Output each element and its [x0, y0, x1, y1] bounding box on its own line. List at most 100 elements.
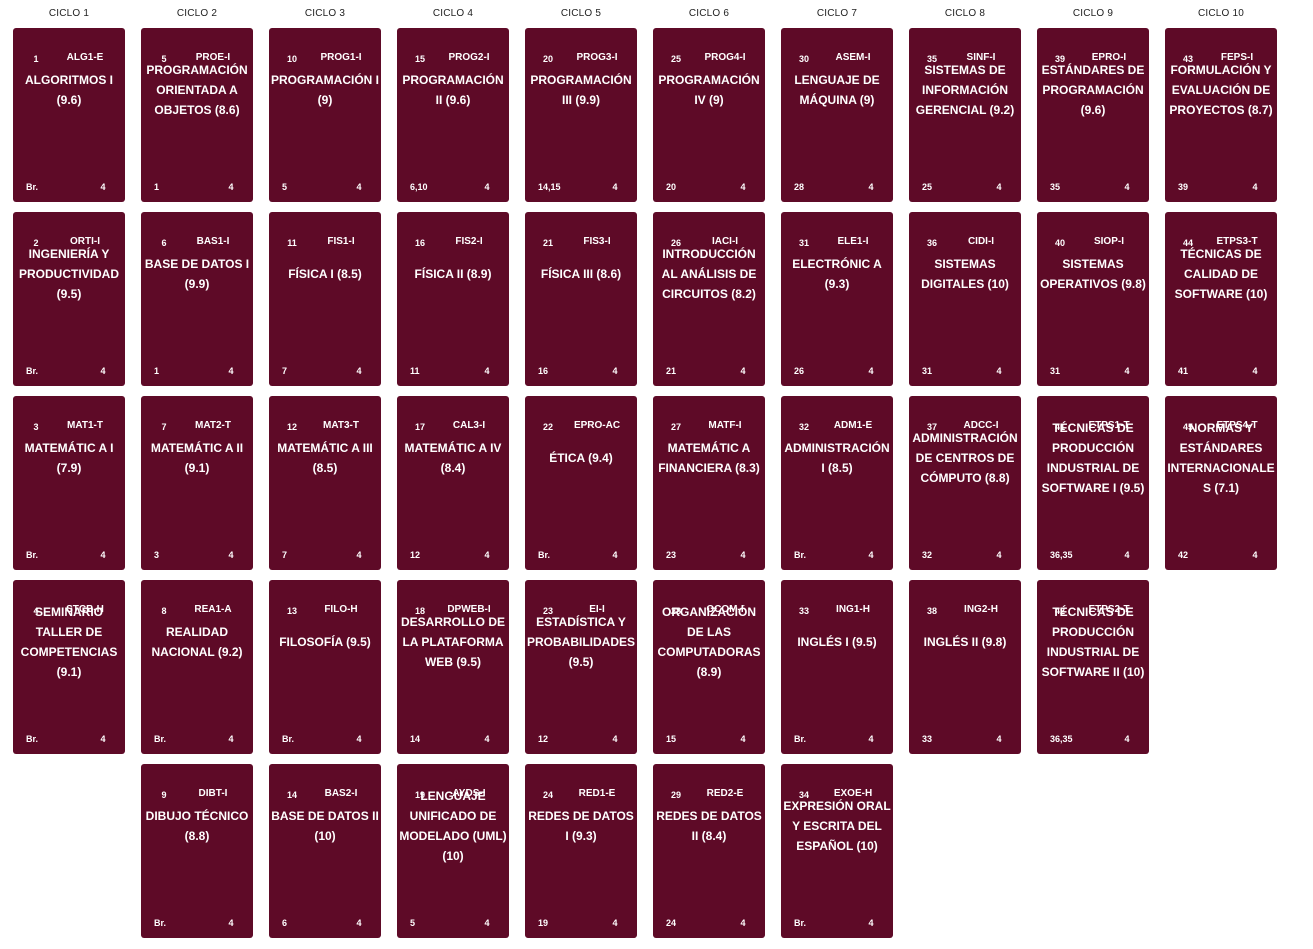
course-card[interactable]: 8 REA1-A REALIDAD NACIONAL (9.2) Br. 4 — [141, 580, 253, 754]
course-number: 28 — [670, 606, 681, 616]
course-card[interactable]: 31 ELE1-I ELECTRÓNIC A (9.3) 26 4 — [781, 212, 893, 386]
course-number: 16 — [414, 238, 425, 248]
course-card[interactable]: 16 FIS2-I FÍSICA II (8.9) 11 4 — [397, 212, 509, 386]
course-code: FEPS-I — [1220, 52, 1254, 63]
course-prerequisites: 35 — [1050, 182, 1061, 192]
course-card[interactable]: 1 ALG1-E ALGORITMOS I (9.6) Br. 4 — [13, 28, 125, 202]
course-number: 9 — [161, 790, 167, 800]
course-code: IACI-I — [711, 236, 739, 247]
course-code: RED1-E — [578, 788, 616, 799]
course-name: PROGRAMACIÓN IV (9) — [658, 73, 760, 107]
course-card[interactable]: 15 PROG2-I PROGRAMACIÓN II (9.6) 6,10 4 — [397, 28, 509, 202]
course-prerequisites: 14,15 — [538, 182, 561, 192]
course-prerequisites: 25 — [922, 182, 933, 192]
course-card[interactable]: 41 ETPS1-T TÉCNICAS DE PRODUCCIÓN INDUSTRI… — [1037, 396, 1149, 570]
course-card[interactable]: 4 STCB-H SEMINARIO TALLER DE COMPETENCIAS … — [13, 580, 125, 754]
course-credits: 4 — [1124, 734, 1130, 744]
course-card[interactable]: 3 MAT1-T MATEMÁTIC A I (7.9) Br. 4 — [13, 396, 125, 570]
course-number: 17 — [414, 422, 425, 432]
course-card[interactable]: 26 IACI-I INTRODUCCIÓN AL ANÁLISIS DE CIRC… — [653, 212, 765, 386]
course-card[interactable]: 35 SINF-I SISTEMAS DE INFORMACIÓN GERENCIA… — [909, 28, 1021, 202]
course-prerequisites: 39 — [1178, 182, 1189, 192]
course-card[interactable]: 19 AYDS-I LENGUAJE UNIFICADO DE MODELADO (… — [397, 764, 509, 938]
course-number: 2 — [33, 238, 39, 248]
course-card[interactable]: 24 RED1-E REDES DE DATOS I (9.3) 19 4 — [525, 764, 637, 938]
course-card[interactable]: 10 PROG1-I PROGRAMACIÓN I (9) 5 4 — [269, 28, 381, 202]
course-card[interactable]: 17 CAL3-I MATEMÁTIC A IV (8.4) 12 4 — [397, 396, 509, 570]
course-name: FÍSICA I (8.5) — [288, 267, 362, 281]
course-number: 21 — [542, 238, 553, 248]
course-name: MATEMÁTIC A FINANCIERA (8.3) — [658, 441, 760, 475]
course-prerequisites: Br. — [26, 182, 39, 192]
course-card[interactable]: 12 MAT3-T MATEMÁTIC A III (8.5) 7 4 — [269, 396, 381, 570]
course-code: SINF-I — [966, 52, 996, 63]
course-credits: 4 — [612, 734, 618, 744]
course-code: PROG4-I — [704, 52, 746, 63]
course-card[interactable]: 43 FEPS-I FORMULACIÓN Y EVALUACIÓN DE PROY… — [1165, 28, 1277, 202]
course-name: REDES DE DATOS II (8.4) — [656, 809, 762, 843]
course-card[interactable]: 18 DPWEB-I DESARROLLO DE LA PLATAFORMA WEB… — [397, 580, 509, 754]
course-card[interactable]: 11 FIS1-I FÍSICA I (8.5) 7 4 — [269, 212, 381, 386]
course-name: LENGUAJE UNIFICADO DE MODELADO (UML) (10… — [399, 789, 507, 863]
course-number: 29 — [670, 790, 681, 800]
course-card[interactable]: 44 ETPS3-T TÉCNICAS DE CALIDAD DE SOFTWARE… — [1165, 212, 1277, 386]
course-card[interactable]: 20 PROG3-I PROGRAMACIÓN III (9.9) 14,15 4 — [525, 28, 637, 202]
course-number: 20 — [542, 54, 553, 64]
course-card[interactable]: 25 PROG4-I PROGRAMACIÓN IV (9) 20 4 — [653, 28, 765, 202]
course-card[interactable]: 39 EPRO-I ESTÁNDARES DE PROGRAMACIÓN (9.6)… — [1037, 28, 1149, 202]
course-credits: 4 — [996, 734, 1002, 744]
course-credits: 4 — [356, 366, 362, 376]
course-prerequisites: 6,10 — [410, 182, 428, 192]
course-credits: 4 — [740, 918, 746, 928]
course-card[interactable]: 9 DIBT-I DIBUJO TÉCNICO (8.8) Br. 4 — [141, 764, 253, 938]
course-card[interactable]: 27 MATF-I MATEMÁTIC A FINANCIERA (8.3) 23 4 — [653, 396, 765, 570]
course-card[interactable]: 30 ASEM-I LENGUAJE DE MÁQUINA (9) 28 4 — [781, 28, 893, 202]
course-number: 26 — [670, 238, 681, 248]
course-code: REA1-A — [194, 604, 232, 615]
course-card[interactable]: 22 EPRO-AC ÉTICA (9.4) Br. 4 — [525, 396, 637, 570]
course-name: PROGRAMACIÓN III (9.9) — [530, 73, 632, 107]
course-credits: 4 — [356, 182, 362, 192]
course-number: 11 — [287, 238, 297, 248]
course-card[interactable]: 21 FIS3-I FÍSICA III (8.6) 16 4 — [525, 212, 637, 386]
course-card[interactable]: 32 ADM1-E ADMINISTRACIÓN I (8.5) Br. 4 — [781, 396, 893, 570]
course-card[interactable]: 5 PROE-I PROGRAMACIÓN ORIENTADA A OBJETOS … — [141, 28, 253, 202]
course-card[interactable]: 33 ING1-H INGLÉS I (9.5) Br. 4 — [781, 580, 893, 754]
course-number: 42 — [1054, 606, 1065, 616]
course-credits: 4 — [100, 734, 106, 744]
course-code: AYDS-I — [452, 788, 486, 799]
course-card[interactable]: 42 ETPS2-T TÉCNICAS DE PRODUCCIÓN INDUSTRI… — [1037, 580, 1149, 754]
course-code: MATF-I — [708, 420, 742, 431]
course-card[interactable]: 36 CIDI-I SISTEMAS DIGITALES (10) 31 4 — [909, 212, 1021, 386]
course-card[interactable]: 14 BAS2-I BASE DE DATOS II (10) 6 4 — [269, 764, 381, 938]
course-card[interactable]: 38 ING2-H INGLÉS II (9.8) 33 4 — [909, 580, 1021, 754]
course-code: EXOE-H — [833, 788, 873, 799]
course-name: DESARROLLO DE LA PLATAFORMA WEB (9.5) — [400, 615, 505, 669]
course-number: 10 — [286, 54, 297, 64]
course-card[interactable]: 23 EI-I ESTADÍSTICA Y PROBABILIDADES (9.5)… — [525, 580, 637, 754]
course-card[interactable]: 28 OCOM-I ORGANIZACIÓN DE LAS COMPUTADORAS… — [653, 580, 765, 754]
course-card[interactable]: 7 MAT2-T MATEMÁTIC A II (9.1) 3 4 — [141, 396, 253, 570]
course-card[interactable]: 37 ADCC-I ADMINISTRACIÓN DE CENTROS DE CÓM… — [909, 396, 1021, 570]
course-card[interactable]: 6 BAS1-I BASE DE DATOS I (9.9) 1 4 — [141, 212, 253, 386]
course-prerequisites: Br. — [794, 734, 807, 744]
course-card[interactable]: 29 RED2-E REDES DE DATOS II (8.4) 24 4 — [653, 764, 765, 938]
course-number: 7 — [161, 422, 167, 432]
course-prerequisites: Br. — [794, 918, 807, 928]
course-code: ETPS2-T — [1088, 604, 1130, 615]
course-code: FIS3-I — [583, 236, 611, 247]
course-card[interactable]: 34 EXOE-H EXPRESIÓN ORAL Y ESCRITA DEL ESP… — [781, 764, 893, 938]
course-card[interactable]: 2 ORTI-I INGENIERÍA Y PRODUCTIVIDAD (9.5) B… — [13, 212, 125, 386]
course-card[interactable]: 45 ETPS4-T NORMAS Y ESTÁNDARES INTERNACION… — [1165, 396, 1277, 570]
course-name: EXPRESIÓN ORAL Y ESCRITA DEL ESPAÑOL (10… — [783, 799, 891, 853]
course-number: 32 — [798, 422, 809, 432]
course-code: DPWEB-I — [447, 604, 491, 615]
course-credits: 4 — [1124, 366, 1130, 376]
course-card[interactable]: 13 FILO-H FILOSOFÍA (9.5) Br. 4 — [269, 580, 381, 754]
course-credits: 4 — [612, 550, 618, 560]
course-prerequisites: 5 — [282, 182, 288, 192]
course-card[interactable]: 40 SIOP-I SISTEMAS OPERATIVOS (9.8) 31 4 — [1037, 212, 1149, 386]
course-number: 14 — [286, 790, 297, 800]
course-prerequisites: 36,35 — [1050, 734, 1073, 744]
